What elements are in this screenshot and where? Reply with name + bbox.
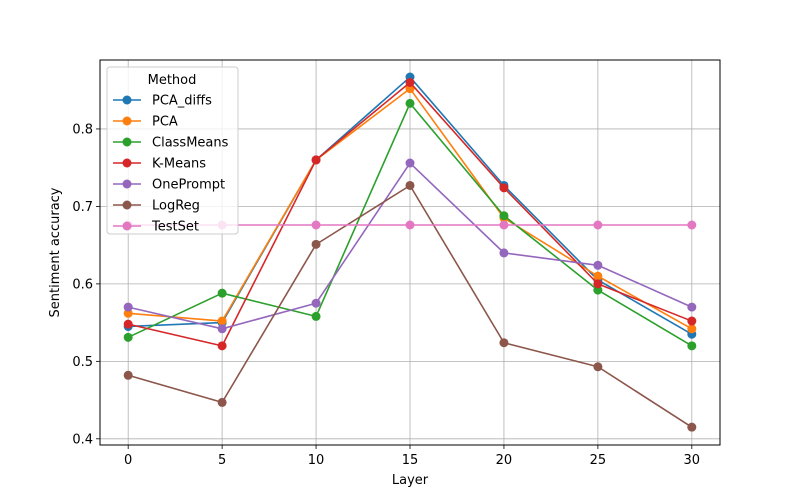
y-tick-label: 0.8 — [72, 122, 93, 137]
x-tick-label: 30 — [684, 453, 701, 468]
legend-marker — [122, 137, 132, 147]
y-tick-label: 0.4 — [72, 432, 93, 447]
data-point-logreg — [499, 338, 509, 348]
x-tick-label: 20 — [496, 453, 513, 468]
data-point-oneprompt — [499, 248, 509, 258]
data-point-classmeans — [687, 341, 697, 351]
data-point-oneprompt — [405, 158, 415, 168]
data-point-oneprompt — [593, 260, 603, 270]
data-point-testset — [593, 220, 603, 230]
legend-marker — [122, 200, 132, 210]
data-point-testset — [311, 220, 321, 230]
series-logreg — [123, 180, 697, 432]
data-point-k-means — [311, 155, 321, 165]
data-point-testset — [405, 220, 415, 230]
legend-box — [106, 66, 239, 235]
legend-marker — [122, 95, 132, 105]
data-point-classmeans — [499, 211, 509, 221]
legend: Method PCA_diffs PCA ClassMeans K-Means OnePr… — [106, 66, 239, 235]
legend-label: LogReg — [152, 199, 200, 214]
data-point-logreg — [311, 239, 321, 249]
series-k-means — [123, 77, 697, 351]
y-axis-label: Sentiment accuracy — [48, 187, 63, 317]
x-tick-label: 5 — [218, 453, 226, 468]
data-point-pca — [687, 324, 697, 334]
axis-ticks: 0 5 10 15 20 25 30 0.4 0.5 0.6 0.7 0.8 — [72, 122, 700, 468]
y-tick-label: 0.5 — [72, 355, 93, 370]
data-point-k-means — [593, 279, 603, 289]
data-point-oneprompt — [311, 298, 321, 308]
data-point-pca — [217, 316, 227, 326]
grid — [100, 60, 720, 445]
legend-item-k-means: K-Means — [113, 157, 206, 172]
series-classmeans — [123, 98, 697, 351]
data-point-k-means — [687, 316, 697, 326]
legend-marker — [122, 179, 132, 189]
data-point-k-means — [123, 319, 133, 329]
legend-item-testset: TestSet — [113, 220, 199, 235]
series-layer — [123, 72, 697, 432]
data-point-classmeans — [405, 98, 415, 108]
legend-item-oneprompt: OnePrompt — [113, 178, 225, 193]
data-point-logreg — [405, 180, 415, 190]
legend-label: TestSet — [151, 220, 199, 235]
series-oneprompt — [123, 158, 697, 334]
data-point-classmeans — [593, 285, 603, 295]
legend-label: PCA — [152, 115, 178, 130]
data-point-pca — [593, 271, 603, 281]
x-tick-label: 15 — [402, 453, 419, 468]
legend-marker — [122, 158, 132, 168]
data-point-k-means — [217, 341, 227, 351]
y-tick-label: 0.7 — [72, 200, 93, 215]
data-point-testset — [687, 220, 697, 230]
data-point-pca — [405, 84, 415, 94]
y-tick-label: 0.6 — [72, 277, 93, 292]
x-tick-label: 10 — [308, 453, 325, 468]
legend-item-logreg: LogReg — [113, 199, 200, 214]
data-point-logreg — [217, 397, 227, 407]
data-point-k-means — [405, 77, 415, 87]
legend-marker — [122, 116, 132, 126]
legend-label: K-Means — [152, 157, 206, 172]
x-tick-label: 0 — [124, 453, 132, 468]
data-point-logreg — [123, 370, 133, 380]
x-axis-label: Layer — [392, 473, 429, 488]
data-point-oneprompt — [687, 302, 697, 312]
legend-marker — [122, 221, 132, 231]
x-tick-label: 25 — [590, 453, 607, 468]
legend-title: Method — [148, 73, 197, 88]
data-point-classmeans — [217, 288, 227, 298]
data-point-oneprompt — [123, 302, 133, 312]
data-point-testset — [499, 220, 509, 230]
legend-item-classmeans: ClassMeans — [113, 136, 229, 151]
data-point-classmeans — [311, 311, 321, 321]
data-point-pca — [123, 308, 133, 318]
legend-item-pca: PCA — [113, 115, 178, 130]
data-point-k-means — [499, 183, 509, 193]
legend-item-pca-diffs: PCA_diffs — [113, 94, 212, 109]
data-point-logreg — [687, 422, 697, 432]
legend-label: OnePrompt — [152, 178, 225, 193]
legend-label: ClassMeans — [152, 136, 229, 151]
data-point-classmeans — [123, 332, 133, 342]
data-point-oneprompt — [217, 324, 227, 334]
legend-label: PCA_diffs — [152, 94, 212, 109]
data-point-logreg — [593, 362, 603, 372]
